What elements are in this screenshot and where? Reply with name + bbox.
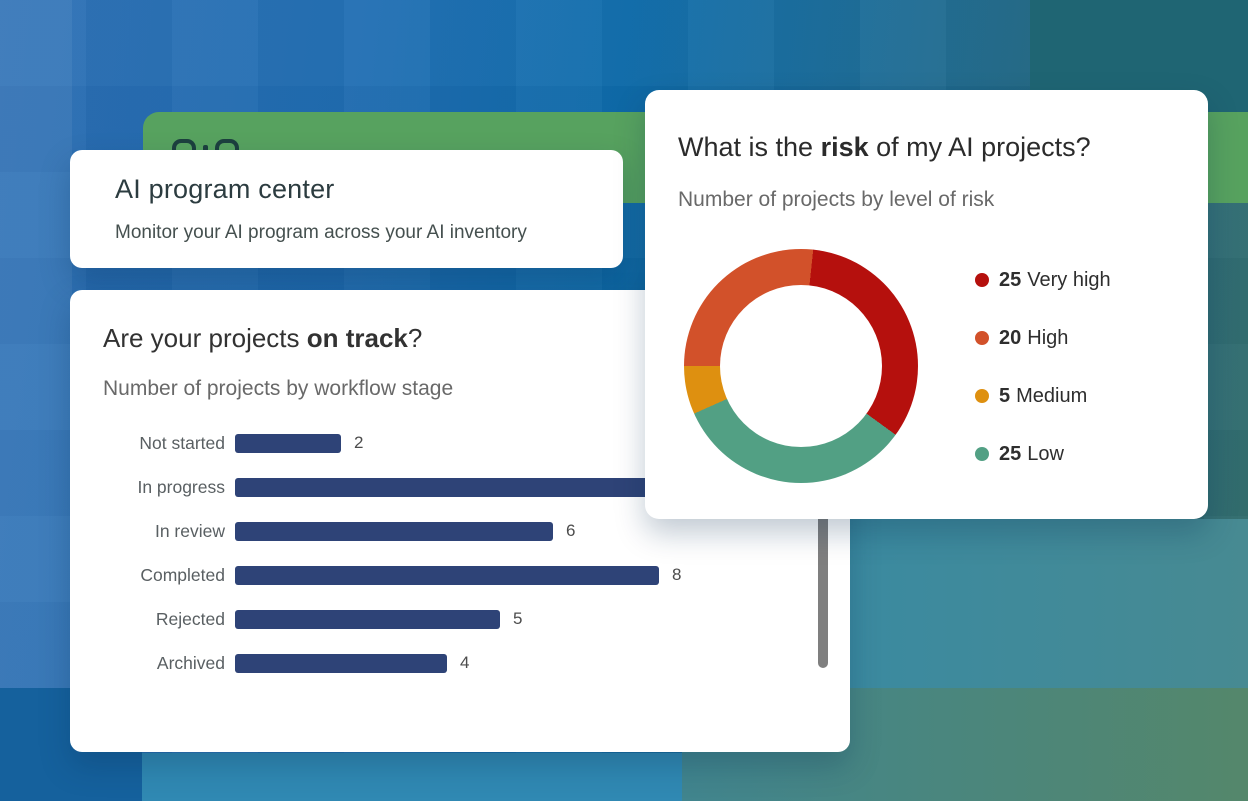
clipped-glyph — [203, 145, 208, 154]
bar-value-label: 2 — [354, 433, 364, 452]
bar-category-label: In review — [154, 520, 225, 541]
donut-hole — [720, 285, 882, 447]
bar — [235, 433, 341, 453]
clipped-heading-glyphs — [172, 139, 239, 154]
legend-label: Very high — [1027, 268, 1111, 291]
title-text-fragment: What is the — [678, 132, 821, 162]
title-text-fragment: Are your projects — [103, 323, 307, 353]
program-center-subtitle: Monitor your AI program across your AI i… — [115, 222, 527, 243]
legend-item: 5 Medium — [975, 385, 1111, 407]
program-center-card: AI program center Monitor your AI progra… — [70, 150, 623, 268]
bar-value-label: 6 — [566, 521, 576, 540]
clipped-glyph — [172, 139, 196, 154]
clipped-glyph — [215, 139, 239, 154]
legend-value: 25 — [999, 442, 1022, 465]
on-track-subtitle: Number of projects by workflow stage — [103, 377, 454, 400]
bar-row: In review 6 — [103, 509, 817, 553]
title-bold-fragment: on track — [306, 323, 408, 353]
legend-item: 20 High — [975, 327, 1111, 349]
legend-dot-icon — [975, 447, 989, 461]
risk-card: What is the risk of my AI projects? Numb… — [645, 90, 1208, 519]
bar-category-label: Completed — [140, 564, 225, 585]
risk-subtitle: Number of projects by level of risk — [678, 188, 995, 211]
bar-category-label: Not started — [139, 432, 225, 453]
bar-category-label: Archived — [156, 652, 225, 673]
on-track-title: Are your projects on track? — [103, 323, 422, 354]
legend-label: High — [1027, 326, 1069, 349]
vertical-scrollbar-thumb[interactable] — [818, 508, 828, 668]
bar-row: Completed 8 — [103, 553, 817, 597]
legend-label: Medium — [1016, 384, 1088, 407]
title-text-fragment: of my AI projects? — [868, 132, 1091, 162]
bar-row: Rejected 5 — [103, 597, 817, 641]
bar-row: Not started 2 — [103, 421, 817, 465]
legend-dot-icon — [975, 331, 989, 345]
bar — [235, 565, 659, 585]
bar — [235, 521, 553, 541]
bar-value-label: 4 — [460, 653, 470, 672]
legend-value: 25 — [999, 268, 1022, 291]
bar-row: Archived 4 — [103, 641, 817, 685]
legend-label: Low — [1027, 442, 1064, 465]
bar-value-label: 8 — [672, 565, 682, 584]
background-tile — [142, 753, 682, 801]
bar-category-label: Rejected — [155, 608, 225, 629]
bar-value-label: 5 — [513, 609, 523, 628]
background-tile — [0, 0, 72, 688]
risk-title: What is the risk of my AI projects? — [678, 132, 1091, 163]
risk-donut-chart — [684, 249, 918, 483]
bar — [235, 609, 500, 629]
legend-item: 25 Very high — [975, 269, 1111, 291]
legend-value: 20 — [999, 326, 1022, 349]
background-tile — [850, 519, 1248, 688]
title-bold-fragment: risk — [820, 132, 869, 162]
bar — [235, 653, 447, 673]
program-center-title: AI program center — [115, 174, 335, 204]
legend-item: 25 Low — [975, 443, 1111, 465]
bar-category-label: In progress — [137, 476, 225, 497]
legend-dot-icon — [975, 273, 989, 287]
legend-dot-icon — [975, 389, 989, 403]
title-text-fragment: ? — [407, 323, 423, 353]
legend-value: 5 — [999, 384, 1011, 407]
risk-legend: 25 Very high 20 High 5 Medium 25 Low — [975, 269, 1111, 465]
